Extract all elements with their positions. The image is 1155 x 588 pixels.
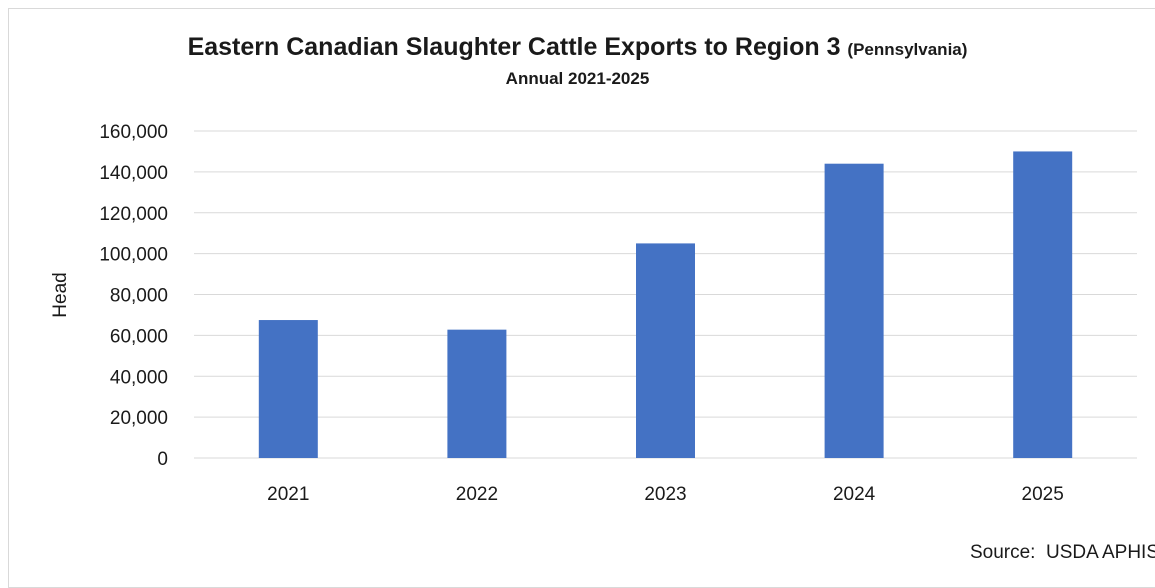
x-tick-label: 2021	[267, 484, 309, 505]
source-note: Source: USDA APHIS	[969, 542, 1155, 563]
x-tick-label: 2022	[456, 484, 498, 505]
y-tick-label: 40,000	[110, 367, 168, 388]
y-axis-tick-labels: 0 20,000 40,000 60,000 80,000 100,000 120,000 1…	[99, 122, 168, 470]
y-tick-label: 60,000	[110, 326, 168, 347]
y-tick-label: 100,000	[99, 245, 168, 266]
bar-chart: 0 20,000 40,000 60,000 80,000 100,000 120,000 1…	[50, 122, 1137, 505]
x-tick-label: 2024	[833, 484, 876, 505]
x-tick-label: 2023	[644, 484, 686, 505]
bars	[258, 151, 1073, 458]
chart-title: Eastern Canadian Slaughter Cattle Export…	[0, 30, 1155, 67]
y-tick-label: 80,000	[110, 286, 168, 307]
y-tick-label: 140,000	[99, 163, 168, 184]
y-tick-label: 120,000	[99, 204, 168, 225]
x-axis-tick-labels: 2021 2022 2023 2024 2025	[267, 484, 1064, 505]
y-tick-label: 20,000	[110, 408, 168, 429]
chart-title-block: Eastern Canadian Slaughter Cattle Export…	[0, 30, 1155, 91]
bar-2024	[824, 163, 884, 458]
x-tick-label: 2025	[1022, 484, 1064, 505]
chart-subtitle: Annual 2021-2025	[505, 69, 650, 88]
y-tick-label: 0	[157, 449, 168, 470]
chart-title-main: Eastern Canadian Slaughter Cattle Export…	[187, 33, 841, 61]
y-tick-label: 160,000	[99, 122, 168, 143]
bar-2022	[447, 329, 507, 458]
chart-title-suffix: (Pennsylvania)	[847, 40, 968, 59]
chart-frame	[8, 8, 1155, 588]
bar-2023	[636, 243, 695, 458]
bar-2025	[1013, 151, 1073, 458]
y-axis-label: Head	[50, 272, 71, 317]
bar-2021	[258, 320, 318, 458]
